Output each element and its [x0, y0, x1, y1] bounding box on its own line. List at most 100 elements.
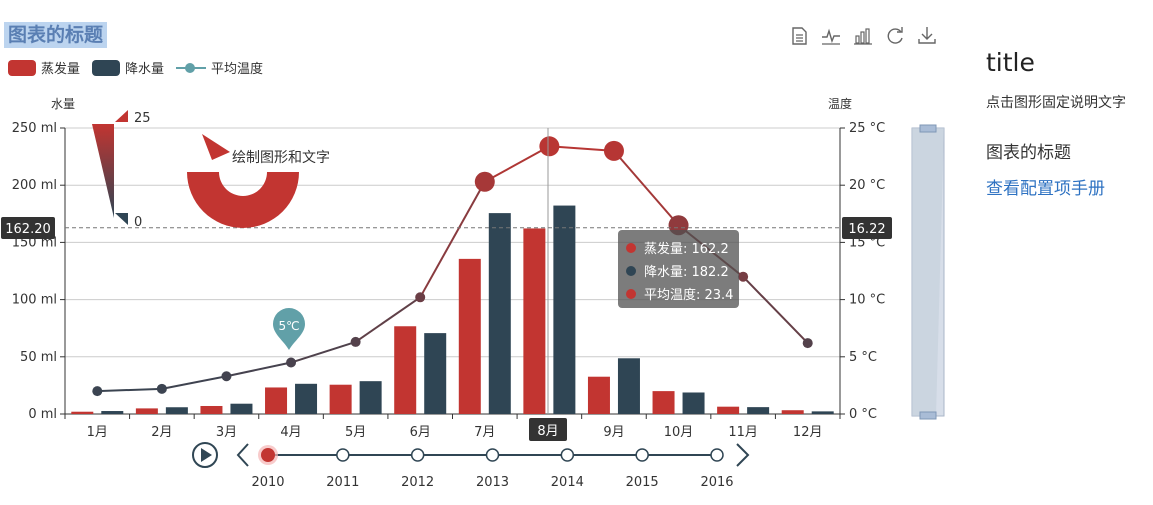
data-view-icon[interactable]	[788, 24, 810, 48]
x-tick-label: 9月	[603, 425, 624, 440]
bar-evaporation[interactable]	[135, 408, 158, 414]
legend-label: 平均温度	[211, 62, 264, 77]
temperature-point[interactable]	[802, 338, 813, 349]
side-subtitle: 图表的标题	[986, 143, 1071, 163]
bar-precipitation[interactable]	[553, 205, 576, 414]
bar-precipitation[interactable]	[359, 381, 382, 414]
data-zoom-shadow	[912, 128, 944, 416]
visual-map-max: 25	[134, 111, 151, 126]
mark-point-pin[interactable]: 5℃	[273, 308, 305, 350]
temperature-line-segment	[549, 145, 615, 152]
bar-evaporation[interactable]	[458, 258, 481, 414]
temperature-point[interactable]	[221, 371, 232, 382]
timeline-year-label: 2012	[401, 475, 434, 490]
temperature-point[interactable]	[92, 386, 103, 397]
legend-label: 降水量	[125, 62, 165, 77]
bar-precipitation[interactable]	[747, 407, 770, 414]
timeline-node[interactable]	[485, 448, 500, 462]
bar-chart-icon[interactable]	[852, 24, 874, 48]
x-tick-label: 4月	[280, 425, 301, 440]
temperature-point[interactable]	[286, 357, 297, 368]
temperature-line-segment	[226, 361, 292, 378]
data-zoom-handle-bottom[interactable]	[919, 411, 937, 420]
bar-evaporation[interactable]	[523, 228, 546, 414]
visual-map-bar[interactable]	[92, 124, 114, 218]
bar-evaporation[interactable]	[717, 406, 740, 414]
temperature-point[interactable]	[539, 136, 560, 157]
bar-precipitation[interactable]	[424, 333, 447, 414]
line-chart-icon[interactable]	[820, 24, 842, 48]
bar-precipitation[interactable]	[295, 383, 318, 414]
bar-precipitation[interactable]	[488, 213, 511, 414]
timeline-node-current[interactable]	[261, 448, 275, 462]
timeline-node[interactable]	[410, 448, 425, 462]
download-icon[interactable]	[916, 24, 938, 48]
temperature-point[interactable]	[738, 271, 749, 282]
bar-evaporation[interactable]	[781, 410, 804, 414]
bar-evaporation[interactable]	[652, 391, 675, 414]
bar-precipitation[interactable]	[811, 411, 834, 414]
legend-swatch-temperature	[176, 60, 207, 76]
tooltip-row: 降水量: 182.2	[626, 261, 729, 280]
restore-icon[interactable]	[884, 24, 906, 48]
temperature-line-segment	[161, 375, 227, 390]
bar-evaporation[interactable]	[329, 384, 352, 414]
bar-evaporation[interactable]	[200, 405, 223, 414]
graphic-ring[interactable]	[187, 172, 299, 228]
axis-pointer-x-label: 8月	[537, 424, 558, 439]
bar-precipitation[interactable]	[101, 411, 124, 414]
temperature-point[interactable]	[474, 171, 495, 192]
visual-map-handle-top[interactable]	[115, 110, 128, 122]
legend-item-precipitation[interactable]: 降水量	[92, 58, 164, 77]
temperature-line-segment	[742, 276, 809, 344]
temperature-point[interactable]	[415, 292, 426, 303]
timeline-play-button[interactable]	[192, 442, 218, 468]
temperature-line-segment	[97, 387, 162, 393]
visual-map-handle-bottom[interactable]	[115, 213, 128, 225]
temperature-point[interactable]	[156, 383, 167, 394]
timeline-node[interactable]	[560, 448, 575, 462]
timeline-node[interactable]	[710, 448, 724, 462]
bar-precipitation[interactable]	[617, 358, 640, 414]
data-zoom-handle-top[interactable]	[919, 124, 937, 133]
temperature-line-segment	[419, 181, 486, 298]
legend: 蒸发量 降水量 平均温度	[8, 58, 275, 77]
timeline-node[interactable]	[336, 448, 350, 462]
temperature-point[interactable]	[603, 140, 624, 161]
temperature-line-segment	[290, 340, 356, 364]
x-tick-label: 3月	[216, 425, 237, 440]
left-tick-label: 150 ml	[12, 235, 57, 250]
x-axis: 1月 2月 3月 4月 5月 6月 7月 9月 10月 11月 12月	[64, 413, 841, 440]
right-tick-label: 0 °C	[849, 407, 877, 422]
bar-precipitation[interactable]	[165, 407, 188, 414]
tooltip-dot	[626, 265, 636, 276]
axis-pointer-right-label: 16.22	[848, 222, 885, 237]
config-manual-link[interactable]: 查看配置项手册	[986, 179, 1105, 199]
right-axis: 0 °C 5 °C 10 °C 15 °C 20 °C 25 °C	[839, 121, 885, 422]
timeline-year-label: 2014	[551, 475, 584, 490]
legend-item-temperature[interactable]: 平均温度	[176, 58, 263, 77]
left-tick-label: 250 ml	[12, 121, 57, 136]
right-tick-label: 15 °C	[849, 235, 885, 250]
timeline-next-button[interactable]	[736, 443, 750, 467]
legend-item-evaporation[interactable]: 蒸发量	[8, 58, 80, 77]
x-tick-label: 11月	[728, 425, 758, 440]
bar-evaporation[interactable]	[587, 376, 610, 414]
timeline-node[interactable]	[635, 448, 649, 462]
bar-precipitation[interactable]	[230, 403, 253, 414]
x-tick-label: 10月	[664, 425, 694, 440]
bar-evaporation[interactable]	[71, 411, 94, 414]
visual-map-min: 0	[134, 215, 142, 230]
x-tick-label: 6月	[410, 425, 431, 440]
bars	[71, 205, 834, 414]
mark-point-label: 5℃	[278, 319, 299, 333]
axis-pointer-x-box	[529, 418, 567, 441]
x-tick-label: 5月	[345, 425, 366, 440]
timeline-prev-button[interactable]	[236, 443, 249, 467]
temperature-point[interactable]	[350, 336, 361, 347]
side-title: title	[986, 48, 1035, 77]
bar-precipitation[interactable]	[682, 392, 705, 414]
bar-evaporation[interactable]	[394, 326, 417, 414]
bar-evaporation[interactable]	[265, 387, 288, 414]
